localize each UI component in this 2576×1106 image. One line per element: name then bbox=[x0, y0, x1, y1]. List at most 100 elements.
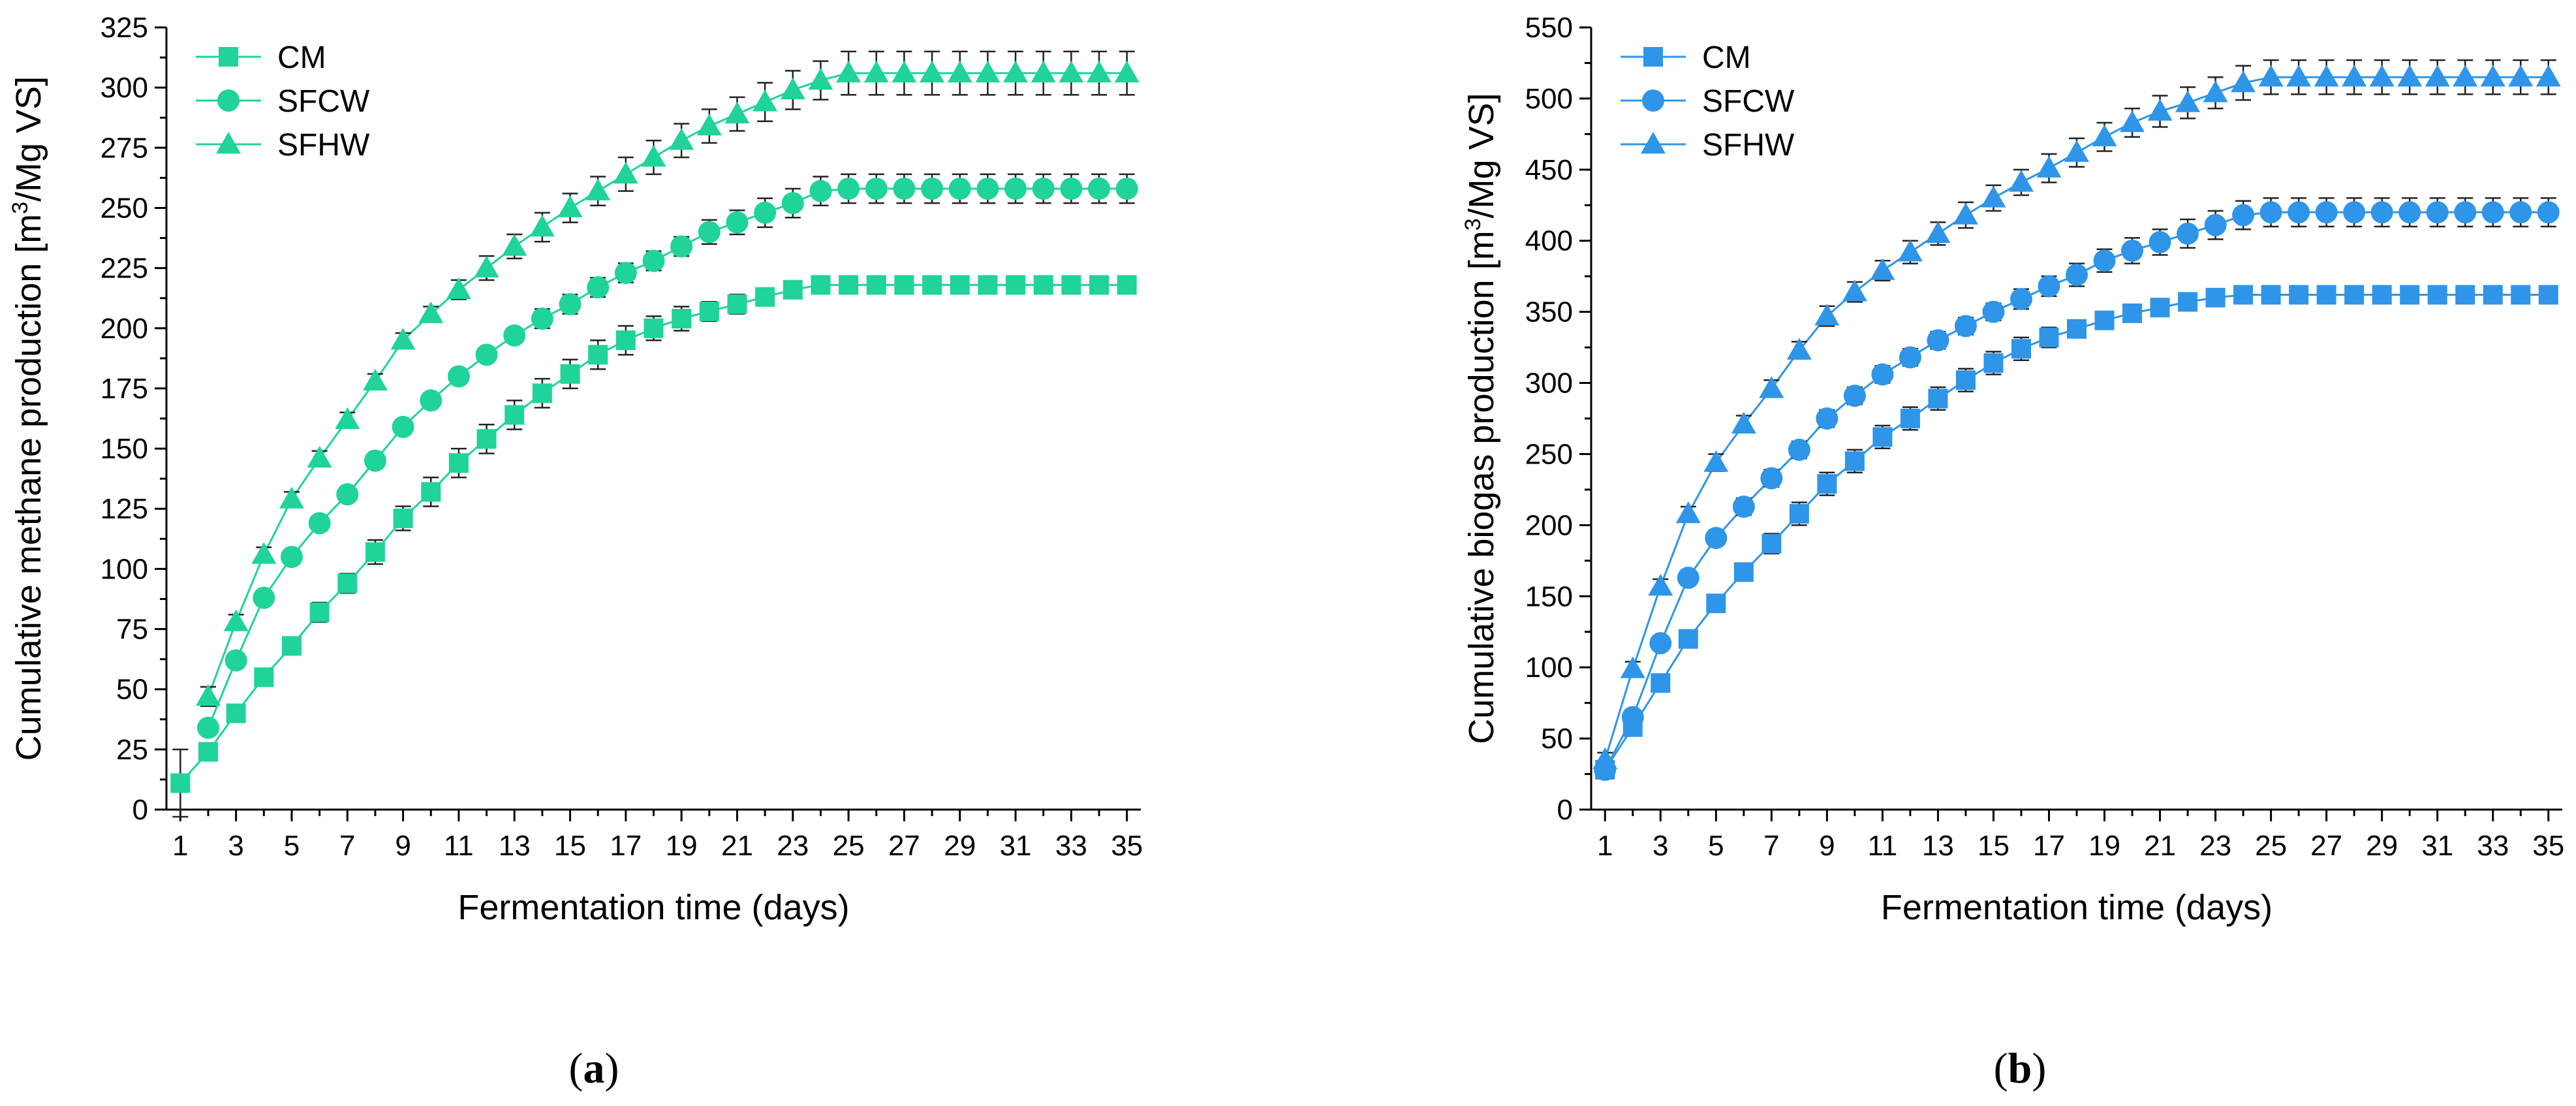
data-point-sfhw bbox=[2342, 65, 2367, 87]
data-point-cm bbox=[1033, 275, 1053, 295]
y-tick-label: 50 bbox=[116, 674, 148, 706]
x-tick-label: 11 bbox=[444, 830, 474, 862]
data-point-sfcw bbox=[1871, 363, 1894, 386]
legend-marker-sfcw bbox=[1642, 89, 1664, 112]
data-point-sfhw bbox=[529, 214, 555, 237]
x-tick-label: 7 bbox=[339, 830, 355, 862]
y-tick-label: 150 bbox=[1525, 580, 1573, 612]
legend-label-sfcw: SFCW bbox=[1702, 84, 1795, 119]
data-point-sfcw bbox=[893, 177, 916, 200]
data-point-sfcw bbox=[2066, 264, 2088, 287]
data-point-sfcw bbox=[1954, 315, 1977, 338]
data-point-sfcw bbox=[809, 180, 832, 202]
x-tick-label: 31 bbox=[1000, 830, 1032, 862]
data-point-cm bbox=[504, 405, 525, 425]
data-point-sfhw bbox=[1953, 202, 1978, 225]
data-point-sfcw bbox=[2204, 213, 2227, 236]
data-point-sfcw bbox=[253, 586, 275, 609]
panel-caption: (b) bbox=[1994, 1045, 2047, 1092]
data-point-sfcw bbox=[336, 483, 359, 506]
series-line-sfhw bbox=[207, 72, 1127, 697]
data-point-cm bbox=[755, 287, 775, 307]
data-point-sfhw bbox=[1648, 574, 1673, 596]
y-axis-title: Cumulative biogas production [m3/Mg VS] bbox=[1461, 93, 1501, 744]
data-point-sfhw bbox=[1870, 258, 1895, 280]
legend-marker-sfhw bbox=[1641, 132, 1666, 154]
y-tick-label: 450 bbox=[1525, 154, 1573, 186]
data-point-cm bbox=[922, 275, 942, 295]
data-point-cm bbox=[2344, 285, 2365, 305]
x-tick-label: 3 bbox=[228, 830, 243, 862]
data-point-cm bbox=[2372, 285, 2392, 305]
data-point-cm bbox=[950, 275, 970, 295]
y-axis-title-superscript: 3 bbox=[8, 202, 33, 214]
data-point-sfhw bbox=[724, 101, 750, 123]
data-point-cm bbox=[2289, 285, 2309, 305]
x-tick-label: 7 bbox=[1763, 830, 1779, 862]
data-point-sfcw bbox=[2537, 201, 2560, 224]
data-point-sfhw bbox=[307, 445, 332, 468]
data-point-sfcw bbox=[2177, 222, 2199, 245]
x-tick-label: 27 bbox=[888, 830, 920, 862]
data-point-cm bbox=[560, 364, 580, 384]
x-tick-label: 1 bbox=[1597, 830, 1613, 862]
data-point-cm bbox=[866, 275, 886, 295]
y-tick-label: 300 bbox=[101, 72, 148, 104]
data-point-sfcw bbox=[1927, 329, 1949, 352]
series-line-cm bbox=[179, 283, 1127, 784]
data-point-sfhw bbox=[1731, 411, 1756, 434]
data-point-sfhw bbox=[808, 68, 833, 90]
data-point-sfhw bbox=[335, 407, 360, 430]
y-tick-label: 325 bbox=[101, 12, 148, 44]
data-point-sfcw bbox=[837, 177, 860, 200]
data-point-sfhw bbox=[2369, 65, 2395, 87]
y-tick-label: 25 bbox=[116, 734, 148, 766]
data-point-sfcw bbox=[392, 415, 414, 438]
y-tick-label: 75 bbox=[116, 614, 148, 646]
x-axis-title: Fermentation time (days) bbox=[1881, 888, 2273, 927]
x-tick-label: 9 bbox=[1819, 830, 1835, 862]
data-point-cm bbox=[1817, 474, 1837, 494]
data-point-cm bbox=[2150, 298, 2170, 318]
y-tick-label: 300 bbox=[1525, 368, 1573, 400]
data-point-cm bbox=[2178, 292, 2198, 312]
x-tick-label: 13 bbox=[1922, 830, 1954, 862]
data-point-sfcw bbox=[2398, 201, 2421, 224]
panel-caption-paren: ( bbox=[569, 1045, 583, 1092]
y-tick-label: 200 bbox=[1525, 509, 1573, 541]
data-point-sfcw bbox=[2343, 201, 2366, 224]
data-point-cm bbox=[2233, 285, 2254, 305]
data-point-sfcw bbox=[531, 308, 553, 330]
data-point-sfcw bbox=[1060, 177, 1083, 200]
data-point-sfcw bbox=[1004, 177, 1027, 200]
y-tick-label: 500 bbox=[1525, 83, 1573, 115]
data-point-sfcw bbox=[754, 201, 777, 224]
data-point-sfcw bbox=[1760, 467, 1783, 490]
data-point-sfhw bbox=[2036, 155, 2062, 178]
data-point-sfhw bbox=[1003, 61, 1029, 83]
data-point-cm bbox=[2094, 310, 2115, 330]
x-tick-label: 5 bbox=[284, 830, 300, 862]
data-point-cm bbox=[393, 508, 413, 528]
data-point-sfcw bbox=[2010, 288, 2032, 311]
data-point-sfcw bbox=[475, 343, 498, 366]
legend-marker-sfcw bbox=[217, 89, 240, 112]
data-point-sfhw bbox=[892, 61, 917, 83]
data-point-sfcw bbox=[948, 177, 971, 200]
series-line-cm bbox=[1604, 293, 2549, 770]
data-point-cm bbox=[1117, 275, 1137, 295]
x-tick-label: 31 bbox=[2421, 830, 2453, 862]
data-point-sfcw bbox=[1982, 300, 2005, 323]
data-point-sfcw bbox=[614, 261, 637, 284]
y-axis-title-text: /Mg VS] bbox=[9, 76, 48, 202]
data-point-cm bbox=[1651, 673, 1671, 693]
data-point-sfcw bbox=[2038, 275, 2060, 298]
data-point-cm bbox=[476, 429, 497, 449]
data-point-sfcw bbox=[308, 512, 331, 535]
data-point-sfhw bbox=[1814, 304, 1840, 326]
y-tick-label: 200 bbox=[101, 313, 148, 345]
data-point-cm bbox=[1678, 629, 1698, 649]
legend-label-sfhw: SFHW bbox=[277, 128, 370, 163]
data-point-cm bbox=[281, 636, 302, 656]
data-point-cm bbox=[2483, 285, 2503, 305]
